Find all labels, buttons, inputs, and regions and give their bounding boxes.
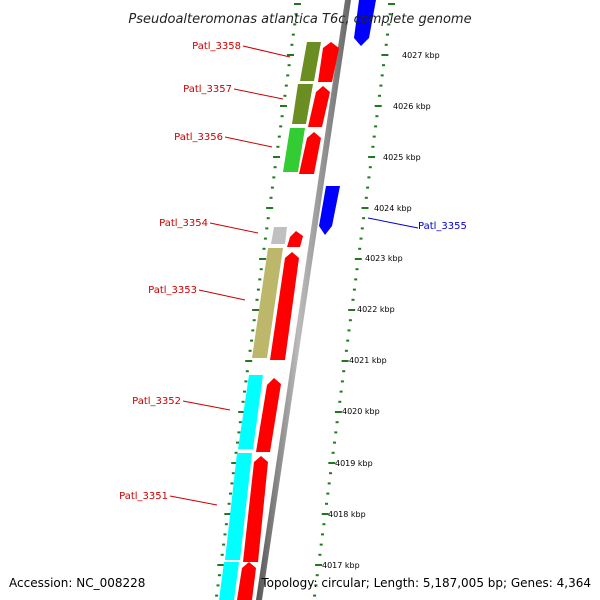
- gene-label[interactable]: Patl_3355: [418, 221, 467, 232]
- gene-label[interactable]: Patl_3354: [159, 218, 208, 229]
- scale-label: 4025 kbp: [383, 153, 421, 162]
- category-bar-green: [283, 128, 305, 172]
- scale-label: 4019 kbp: [335, 459, 373, 468]
- scale-label: 4027 kbp: [402, 51, 440, 60]
- cds-arrow: [318, 42, 339, 82]
- gene-leader-line: [367, 217, 419, 229]
- scale-label: 4020 kbp: [342, 407, 380, 416]
- gene-label[interactable]: Patl_3356: [174, 132, 223, 143]
- category-bar-cyan: [219, 562, 239, 600]
- category-bars: [219, 42, 321, 600]
- cds-arrow: [299, 132, 321, 174]
- gene-label[interactable]: Patl_3358: [192, 41, 241, 52]
- scale-label: 4026 kbp: [393, 102, 431, 111]
- scale-labels: 4027 kbp 4026 kbp 4025 kbp 4024 kbp 4023…: [322, 51, 440, 570]
- scale-label: 4021 kbp: [349, 356, 387, 365]
- gene-leader-line: [169, 495, 218, 506]
- cds-arrow: [287, 231, 303, 247]
- gene-leader-line: [198, 289, 246, 301]
- category-bar-grey: [271, 227, 287, 244]
- outer-scale-track: [313, 3, 395, 597]
- category-bar-cyan: [225, 453, 252, 560]
- topology-label: Topology: circular; Length: 5,187,005 bp…: [260, 576, 591, 590]
- cds-arrow: [270, 252, 299, 360]
- forward-cds-track: [237, 42, 339, 600]
- gene-leader-line: [242, 45, 291, 58]
- inner-scale-track: [215, 3, 301, 597]
- scale-label: 4022 kbp: [357, 305, 395, 314]
- gene-label[interactable]: Patl_3352: [132, 396, 181, 407]
- gene-label[interactable]: Patl_3353: [148, 285, 197, 296]
- cds-arrow: [256, 378, 281, 452]
- cds-arrow: [237, 562, 256, 600]
- scale-label: 4024 kbp: [374, 204, 412, 213]
- map-title: Pseudoalteromonas atlantica T6c, complet…: [128, 12, 471, 27]
- scale-label: 4023 kbp: [365, 254, 403, 263]
- scale-label: 4017 kbp: [322, 561, 360, 570]
- cds-arrow-reverse: [319, 186, 340, 235]
- gene-leader-line: [182, 400, 231, 411]
- cds-arrow: [308, 86, 330, 127]
- reverse-cds-track: [319, 0, 376, 235]
- category-bar-khaki: [252, 248, 283, 358]
- genome-backbone: [256, 0, 351, 600]
- gene-leader-line: [224, 136, 273, 148]
- accession-label: Accession: NC_008228: [9, 576, 145, 590]
- cds-arrow: [243, 456, 268, 562]
- category-bar-olive: [292, 84, 313, 124]
- gene-label[interactable]: Patl_3351: [119, 491, 168, 502]
- cds-arrow-reverse: [354, 0, 376, 46]
- gene-leader-line: [209, 222, 259, 234]
- gene-leader-line: [233, 88, 284, 100]
- category-bar-olive: [300, 42, 321, 81]
- category-bar-cyan: [238, 375, 263, 449]
- gene-label[interactable]: Patl_3357: [183, 84, 232, 95]
- gene-labels: Patl_3358 Patl_3357 Patl_3356 Patl_3355 …: [119, 41, 467, 502]
- gene-leader-lines: [169, 45, 419, 506]
- scale-label: 4018 kbp: [328, 510, 366, 519]
